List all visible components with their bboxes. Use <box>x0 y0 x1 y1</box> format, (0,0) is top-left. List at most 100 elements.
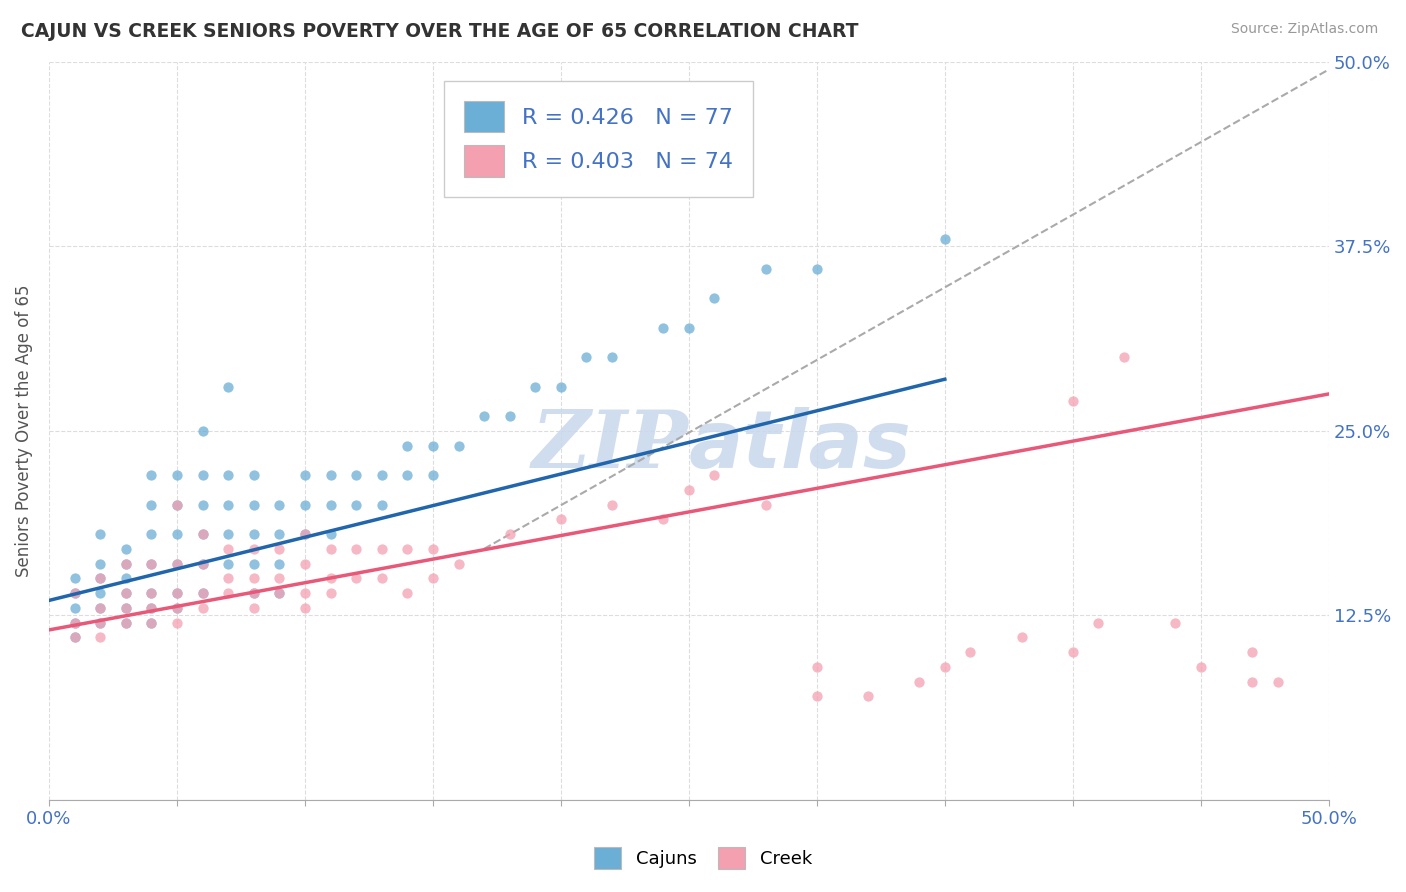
Point <box>269 571 291 585</box>
Point <box>141 586 163 600</box>
Point <box>191 527 214 541</box>
Point <box>294 557 316 571</box>
Point <box>269 557 291 571</box>
Point <box>114 541 136 556</box>
Legend: R = 0.426   N = 77, R = 0.403   N = 74: R = 0.426 N = 77, R = 0.403 N = 74 <box>444 80 752 197</box>
Point <box>89 557 111 571</box>
Point <box>396 468 419 483</box>
Point <box>89 571 111 585</box>
Point <box>755 498 778 512</box>
Point <box>269 586 291 600</box>
Point <box>269 541 291 556</box>
Point <box>114 571 136 585</box>
Point <box>269 586 291 600</box>
Point <box>472 409 495 423</box>
Point <box>141 557 163 571</box>
Point <box>370 498 392 512</box>
Point <box>499 527 522 541</box>
Point <box>89 586 111 600</box>
Point <box>191 557 214 571</box>
Point <box>89 630 111 644</box>
Point <box>344 468 367 483</box>
Point <box>141 600 163 615</box>
Point <box>191 586 214 600</box>
Point <box>89 571 111 585</box>
Point <box>141 600 163 615</box>
Point <box>370 541 392 556</box>
Point <box>166 557 188 571</box>
Point <box>242 527 264 541</box>
Text: ZIP: ZIP <box>531 407 689 484</box>
Point <box>89 600 111 615</box>
Point <box>319 586 342 600</box>
Point <box>191 527 214 541</box>
Point <box>344 541 367 556</box>
Point <box>1240 674 1263 689</box>
Point <box>550 379 572 393</box>
Point <box>703 291 725 305</box>
Point <box>319 498 342 512</box>
Point <box>89 615 111 630</box>
Point <box>600 350 623 364</box>
Point <box>242 600 264 615</box>
Point <box>166 527 188 541</box>
Point <box>703 468 725 483</box>
Point <box>678 320 700 334</box>
Point <box>114 586 136 600</box>
Point <box>63 600 86 615</box>
Point <box>89 600 111 615</box>
Point <box>1317 26 1340 40</box>
Point <box>856 690 879 704</box>
Y-axis label: Seniors Poverty Over the Age of 65: Seniors Poverty Over the Age of 65 <box>15 285 32 577</box>
Text: atlas: atlas <box>689 407 911 484</box>
Point <box>319 571 342 585</box>
Point <box>575 350 598 364</box>
Point <box>344 498 367 512</box>
Point <box>141 615 163 630</box>
Point <box>141 557 163 571</box>
Point <box>63 615 86 630</box>
Point <box>1062 645 1084 659</box>
Point <box>422 468 444 483</box>
Point <box>294 468 316 483</box>
Point <box>141 498 163 512</box>
Point <box>217 541 239 556</box>
Text: Source: ZipAtlas.com: Source: ZipAtlas.com <box>1230 22 1378 37</box>
Point <box>269 498 291 512</box>
Point <box>755 261 778 276</box>
Point <box>191 498 214 512</box>
Point <box>191 600 214 615</box>
Point <box>242 586 264 600</box>
Point <box>217 586 239 600</box>
Point <box>217 527 239 541</box>
Point <box>217 557 239 571</box>
Point <box>242 541 264 556</box>
Point <box>89 527 111 541</box>
Point <box>114 600 136 615</box>
Point <box>191 468 214 483</box>
Point <box>166 600 188 615</box>
Point <box>550 512 572 526</box>
Point <box>319 527 342 541</box>
Point <box>294 586 316 600</box>
Point <box>191 557 214 571</box>
Point <box>499 409 522 423</box>
Point <box>242 498 264 512</box>
Point <box>141 527 163 541</box>
Point <box>63 630 86 644</box>
Point <box>294 527 316 541</box>
Point <box>959 645 981 659</box>
Point <box>908 674 931 689</box>
Point <box>166 586 188 600</box>
Point <box>934 660 956 674</box>
Point <box>217 571 239 585</box>
Point <box>63 586 86 600</box>
Point <box>242 557 264 571</box>
Point <box>217 498 239 512</box>
Point <box>269 527 291 541</box>
Point <box>242 468 264 483</box>
Point <box>806 690 828 704</box>
Point <box>114 600 136 615</box>
Point <box>217 468 239 483</box>
Point <box>806 660 828 674</box>
